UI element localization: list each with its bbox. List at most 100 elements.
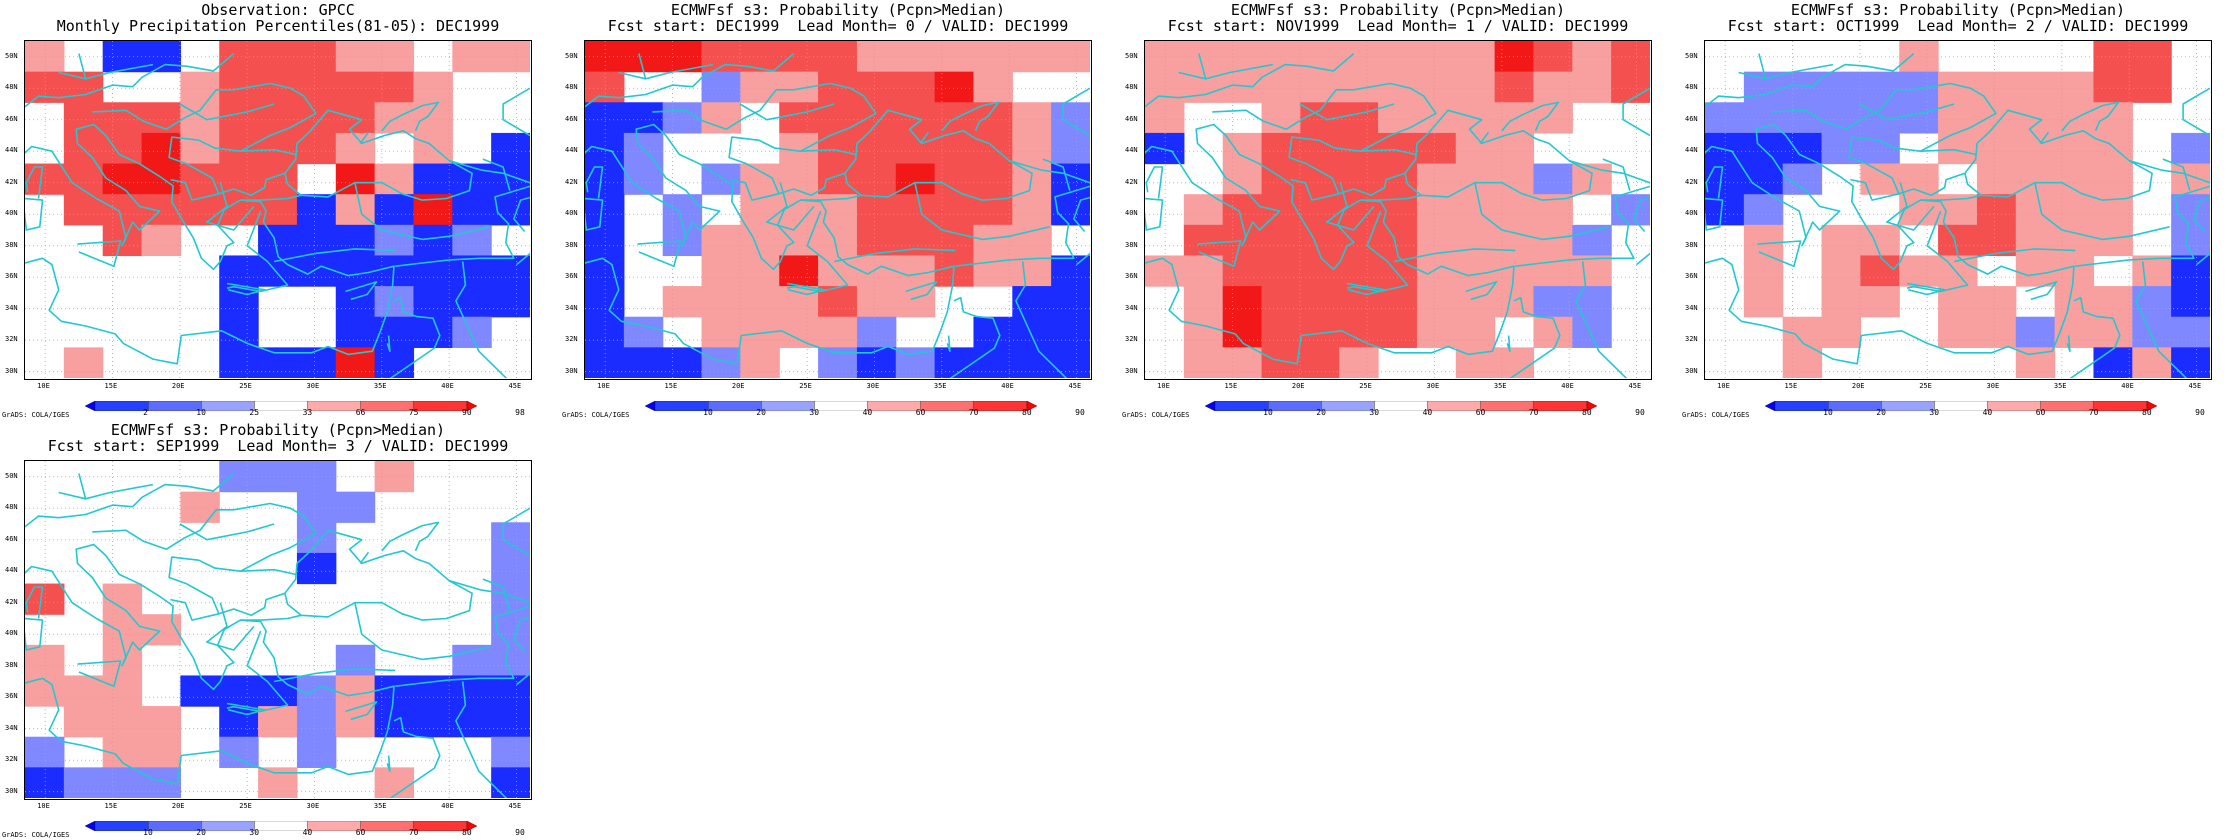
grid-cell <box>1821 255 1861 287</box>
colorbar-label: 30 <box>809 408 820 417</box>
lat-label: 44N <box>565 146 578 155</box>
map-canvas <box>585 41 1090 378</box>
colorbar-label: 20 <box>1876 408 1886 417</box>
lat-label: 44N <box>1685 146 1698 155</box>
grid-cell <box>2093 224 2133 257</box>
lat-label: 36N <box>565 272 578 281</box>
grid-cell <box>491 522 530 554</box>
colorbar-label: 10 <box>196 408 206 417</box>
grid-cell <box>701 224 741 257</box>
coastline <box>2182 87 2210 137</box>
grid-cell <box>895 132 936 165</box>
grid-cell <box>1378 71 1418 103</box>
lat-label: 36N <box>1125 272 1138 281</box>
grid-cell <box>374 286 415 318</box>
lat-label: 50N <box>5 471 18 480</box>
colorbar-arrow-left <box>1764 400 1776 412</box>
grid-cell <box>585 41 625 73</box>
grid-cell <box>623 316 664 348</box>
grid-cell <box>141 224 181 257</box>
grid-cell <box>491 132 530 165</box>
lon-label: 20E <box>171 382 185 390</box>
grid-cell <box>296 736 337 768</box>
grid-cell <box>1860 132 1900 165</box>
colorbar-label: 40 <box>1982 408 1993 417</box>
colorbar-segment <box>1533 400 1588 412</box>
lat-label: 48N <box>5 83 18 92</box>
grid-cell <box>1261 316 1301 348</box>
grid-cell <box>779 163 819 195</box>
grid-cell <box>374 102 415 134</box>
grid-cell <box>1821 316 1861 348</box>
grid-cell <box>818 163 858 195</box>
panel-title-line1: ECMWFsf s3: Probability (Pcpn>Median) <box>1790 1 2126 19</box>
lon-label: 15E <box>1784 382 1798 390</box>
grid-cell <box>856 71 897 103</box>
colorbar-arrow-left <box>84 400 96 412</box>
grid-cell <box>63 71 104 103</box>
map-canvas <box>1145 41 1650 378</box>
grid-cell <box>1976 163 2017 195</box>
colorbar-label: 33 <box>302 408 313 417</box>
grid-cell <box>934 41 975 73</box>
colorbar-segment <box>1374 400 1428 412</box>
grid-cell <box>1938 286 1978 318</box>
grid-cell <box>258 767 298 798</box>
lon-label: 25E <box>1359 382 1372 390</box>
coastline <box>455 681 508 798</box>
grid-cell <box>491 675 530 707</box>
grid-cell <box>102 194 143 226</box>
map-area <box>1144 40 1652 380</box>
grid-cell <box>1416 71 1457 103</box>
lat-label: 44N <box>1125 146 1138 155</box>
coastline <box>2061 101 2120 132</box>
grid-cell <box>779 224 819 257</box>
grid-cell <box>2132 316 2172 348</box>
grid-cell <box>2132 71 2172 103</box>
coastline <box>941 101 1000 132</box>
grid-cell <box>296 224 337 257</box>
lat-label: 42N <box>5 177 18 186</box>
grid-cell <box>1572 286 1612 318</box>
grid-cell <box>374 767 415 798</box>
coastline <box>395 605 530 687</box>
grid-cell <box>1183 286 1224 318</box>
colorbar-segment <box>147 820 202 832</box>
panel-title: ECMWFsf s3: Probability (Pcpn>Median) Fcs… <box>0 422 556 454</box>
colorbar-segment <box>1881 400 1935 412</box>
grid-cell <box>491 41 530 73</box>
grid-cell <box>818 286 858 318</box>
grid-cell <box>258 163 298 195</box>
lon-label: 25E <box>239 382 252 390</box>
coastline <box>381 521 440 552</box>
grid-cell <box>1261 194 1301 226</box>
lat-label: 46N <box>1125 114 1138 123</box>
coastline <box>1906 282 1946 296</box>
grid-cell <box>1455 224 1496 257</box>
lon-label: 40E <box>441 802 454 810</box>
grid-cell <box>1012 286 1052 318</box>
coastline <box>206 182 255 231</box>
grid-cell <box>180 675 220 707</box>
grid-cell <box>856 41 897 73</box>
coastline <box>179 103 275 121</box>
colorbar-segment <box>201 400 255 412</box>
grid-cell <box>1611 71 1650 103</box>
grid-cell <box>740 224 780 257</box>
grid-cell <box>219 132 259 165</box>
grid-cell <box>1416 41 1457 73</box>
colorbar-label: 70 <box>408 828 419 837</box>
coastline <box>1705 52 1915 108</box>
grid-cell <box>1821 286 1861 318</box>
grid-cell <box>740 255 780 287</box>
coastline <box>949 296 1001 378</box>
coastline <box>273 248 396 263</box>
grid-cell <box>1455 132 1496 165</box>
grid-cell <box>1572 71 1612 103</box>
grid-cell <box>1494 102 1535 134</box>
grid-cell <box>1378 286 1418 318</box>
lon-label: 10E <box>37 382 50 390</box>
grid-cell <box>258 224 298 257</box>
lon-label: 45E <box>1628 382 1642 390</box>
coastline <box>1506 335 1511 353</box>
